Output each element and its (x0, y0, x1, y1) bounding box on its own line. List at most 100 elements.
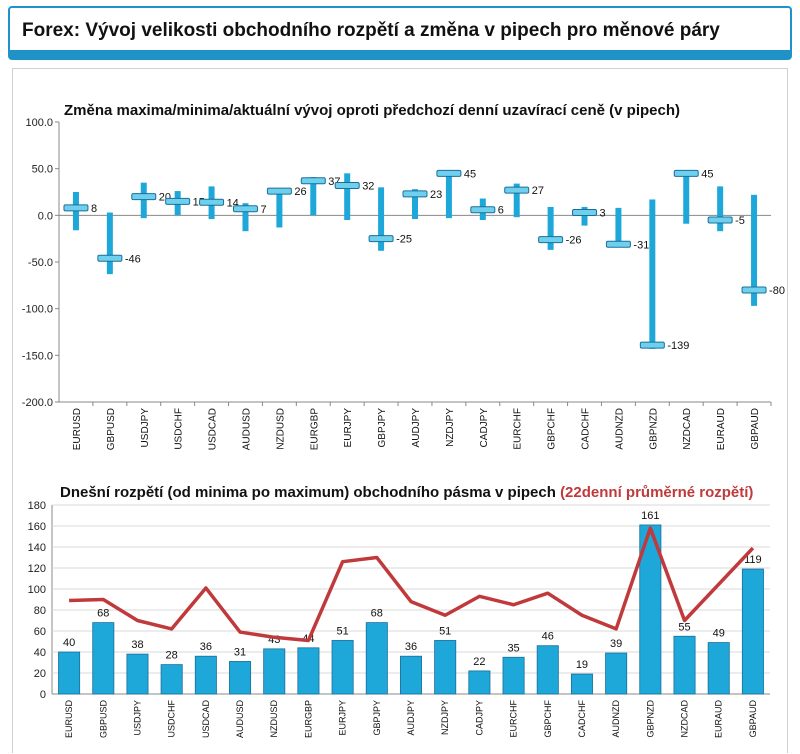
chart1-y-tick-label: -200.0 (22, 397, 53, 409)
chart1-current-marker (572, 209, 598, 217)
chart2-title-suffix: (22denní průměrné rozpětí) (560, 484, 753, 501)
chart1-data-label: 7 (260, 204, 266, 216)
chart1-current-marker (97, 254, 123, 262)
chart2-data-label: 39 (610, 638, 622, 650)
chart2-bar (400, 655, 422, 695)
chart1-x-tick-label: GBPNZD (648, 408, 659, 450)
chart1-current-marker (741, 286, 767, 294)
chart2-y-tick-label: 40 (34, 647, 46, 659)
chart1-x-tick-label: GBPUSD (106, 408, 117, 450)
chart2-y-tick-label: 60 (34, 626, 46, 638)
chart1-y-tick-label: -100.0 (22, 304, 53, 316)
chart2-bar (331, 640, 354, 695)
chart1-range-bar (649, 199, 656, 349)
chart2-x-tick-label: GBPCHF (543, 700, 553, 738)
chart1-x-tick-label: GBPCHF (547, 408, 558, 450)
chart2-x-tick-label: USDCHF (167, 699, 177, 737)
chart1-range-bar (581, 206, 588, 226)
chart2-data-label: 38 (131, 639, 143, 651)
chart1-range-bar (140, 182, 147, 219)
chart2-bar (263, 648, 286, 695)
chart1-data-label: -80 (769, 285, 785, 297)
chart1-current-marker (707, 216, 733, 224)
chart2-title-main: Dnešní rozpětí (od minima po maximum) ob… (60, 484, 556, 501)
chart2-bar (741, 568, 764, 695)
chart1-data-label: 6 (498, 205, 504, 217)
chart2-bar (502, 656, 525, 695)
chart1-current-marker (639, 341, 665, 349)
chart2-x-tick-label: EURCHF (509, 699, 519, 737)
chart1-x-tick-label: EURUSD (72, 408, 83, 450)
chart2-data-label: 31 (234, 646, 246, 658)
chart2-data-label: 68 (371, 608, 383, 620)
chart2-data-label: 36 (200, 641, 212, 653)
chart1-current-marker (300, 177, 326, 185)
chart1-y-tick-label: 100.0 (25, 117, 53, 129)
chart1-range-bar (547, 206, 554, 250)
chart2-data-label: 19 (576, 659, 588, 671)
chart2-bar (160, 664, 183, 695)
chart2-data-label: 49 (713, 628, 725, 640)
chart1-x-tick-label: AUDJPY (411, 408, 422, 448)
chart2-data-label: 51 (336, 625, 348, 637)
chart2-data-label: 46 (542, 631, 554, 643)
chart1-x-tick-label: EURAUD (716, 408, 727, 450)
chart2-y-tick-label: 20 (34, 668, 46, 680)
chart2-x-tick-label: CADCHF (577, 699, 587, 737)
chart2-x-tick-label: USDJPY (132, 700, 142, 736)
chart2-bar (536, 645, 559, 695)
chart1-x-tick-label: CADJPY (479, 408, 490, 448)
chart2-bar (365, 622, 388, 695)
chart1-x-tick-label: USDJPY (140, 408, 151, 448)
chart1-data-label: -46 (125, 253, 141, 265)
chart2-bar (92, 622, 115, 695)
chart1-current-marker (504, 186, 530, 194)
chart1-y-tick-label: 50.0 (32, 164, 53, 176)
chart1-x-tick-label: CADCHF (581, 408, 592, 450)
chart2-data-label: 51 (439, 625, 451, 637)
chart1-data-label: 23 (430, 189, 442, 201)
chart2-bar (605, 652, 628, 695)
chart1-data-label: 45 (701, 168, 713, 180)
chart1-current-marker (165, 197, 191, 205)
chart1-data-label: -31 (633, 239, 649, 251)
chart1-range-bar (751, 194, 758, 306)
chart2-x-tick-label: EURGBP (303, 700, 313, 738)
chart2-title: Dnešní rozpětí (od minima po maximum) ob… (60, 484, 753, 501)
chart1-range-bar (344, 173, 351, 220)
chart1-current-marker (673, 169, 699, 177)
chart2-x-tick-label: EURAUD (714, 700, 724, 739)
chart1-x-tick-label: EURJPY (343, 408, 354, 448)
chart1-data-label: 8 (91, 203, 97, 215)
chart2-bar (468, 670, 491, 695)
page-title: Forex: Vývoj velikosti obchodního rozpět… (22, 20, 720, 41)
chart1-x-tick-label: GBPJPY (377, 408, 388, 448)
charts-panel (12, 68, 788, 753)
chart1-current-marker (266, 187, 292, 195)
chart1-data-label: -26 (566, 235, 582, 247)
chart2-x-tick-label: AUDNZD (611, 700, 621, 738)
chart2-bar (229, 661, 252, 695)
chart1-range-bar (412, 189, 418, 220)
chart2-y-tick-label: 80 (34, 605, 46, 617)
chart1-data-label: 26 (294, 186, 306, 198)
chart2-bar (297, 647, 320, 695)
chart1-x-tick-label: AUDUSD (241, 408, 252, 450)
chart2-bar (434, 640, 457, 695)
chart2-y-tick-label: 180 (28, 500, 46, 512)
chart1-current-marker (199, 198, 225, 206)
chart1-range-bar (378, 187, 385, 251)
chart1-x-tick-label: GBPAUD (750, 408, 761, 450)
chart2-data-label: 35 (507, 642, 519, 654)
chart2-average-line (69, 526, 755, 643)
chart1-x-tick-label: NZDJPY (445, 408, 456, 447)
chart1-current-marker (402, 190, 428, 198)
chart1-y-tick-label: -150.0 (22, 350, 53, 362)
chart1-x-tick-label: EURCHF (513, 408, 524, 450)
chart2-data-label: 68 (97, 608, 109, 620)
chart1-title: Změna maxima/minima/aktuální vývoj oprot… (64, 102, 680, 119)
page-header: Forex: Vývoj velikosti obchodního rozpět… (8, 6, 792, 60)
chart2-x-tick-label: GBPNZD (645, 700, 655, 738)
chart1-current-marker (131, 193, 157, 201)
